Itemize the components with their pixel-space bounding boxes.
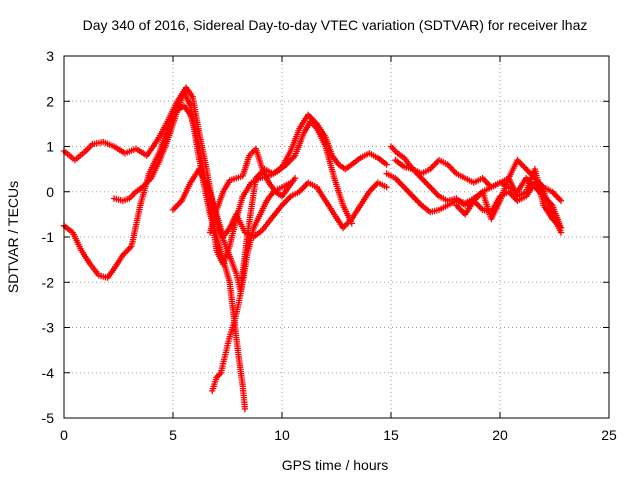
series-track-9 — [392, 156, 565, 204]
y-tick-label: -2 — [42, 274, 55, 290]
y-tick-labels: -5 -4 -3 -2 -1 0 1 2 3 — [42, 48, 55, 426]
series-track-3 — [110, 89, 249, 413]
x-tick-label: 0 — [60, 427, 68, 443]
y-axis-label: SDTVAR / TECUs — [5, 181, 21, 293]
y-tick-label: -4 — [42, 365, 55, 381]
x-tick-label: 20 — [492, 427, 508, 443]
axis-ticks — [63, 55, 610, 419]
x-tick-label: 10 — [274, 427, 290, 443]
series-markers — [206, 145, 299, 236]
y-tick-label: -3 — [42, 320, 55, 336]
series-track-6 — [206, 145, 299, 236]
series-markers — [169, 165, 390, 241]
y-tick-label: 3 — [46, 48, 54, 64]
y-tick-label: 0 — [46, 184, 54, 200]
y-tick-label: 1 — [46, 139, 54, 155]
x-tick-label: 25 — [601, 427, 617, 443]
x-tick-label: 5 — [169, 427, 177, 443]
x-tick-labels: 0 5 10 15 20 25 — [60, 427, 617, 443]
series-markers — [110, 89, 249, 413]
series-track-4 — [169, 165, 390, 241]
x-tick-label: 15 — [383, 427, 399, 443]
y-tick-label: -1 — [42, 229, 55, 245]
grid-lines — [64, 56, 609, 418]
y-tick-label: 2 — [46, 93, 54, 109]
series-markers — [392, 156, 565, 204]
chart-title: Day 340 of 2016, Sidereal Day-to-day VTE… — [83, 17, 588, 33]
series-markers — [453, 165, 565, 232]
series-track-5 — [209, 179, 294, 395]
series-markers — [209, 179, 294, 395]
series-track-10 — [453, 165, 565, 232]
x-axis-label: GPS time / hours — [282, 457, 389, 473]
data-series — [60, 84, 565, 413]
y-tick-label: -5 — [42, 410, 55, 426]
